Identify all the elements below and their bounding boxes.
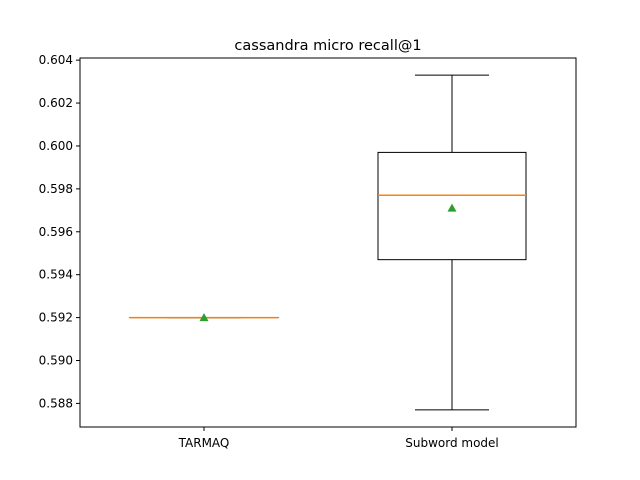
chart-title: cassandra micro recall@1 [234,38,421,54]
y-tick-label: 0.590 [39,353,73,367]
x-tick-label: TARMAQ [178,436,230,450]
plot-frame [79,57,577,428]
mean-marker-tarmaq [199,313,209,322]
mean-marker-subword-model [447,203,457,212]
y-tick-label: 0.598 [39,182,73,196]
y-tick-label: 0.604 [39,53,73,67]
y-tick-label: 0.596 [39,225,73,239]
y-tick-label: 0.600 [39,139,73,153]
y-tick-label: 0.602 [39,96,73,110]
y-tick-label: 0.588 [39,396,73,410]
y-tick-label: 0.592 [39,311,73,325]
y-tick-label: 0.594 [39,268,73,282]
box-subword-model [377,151,527,261]
x-tick-label: Subword model [405,436,499,450]
